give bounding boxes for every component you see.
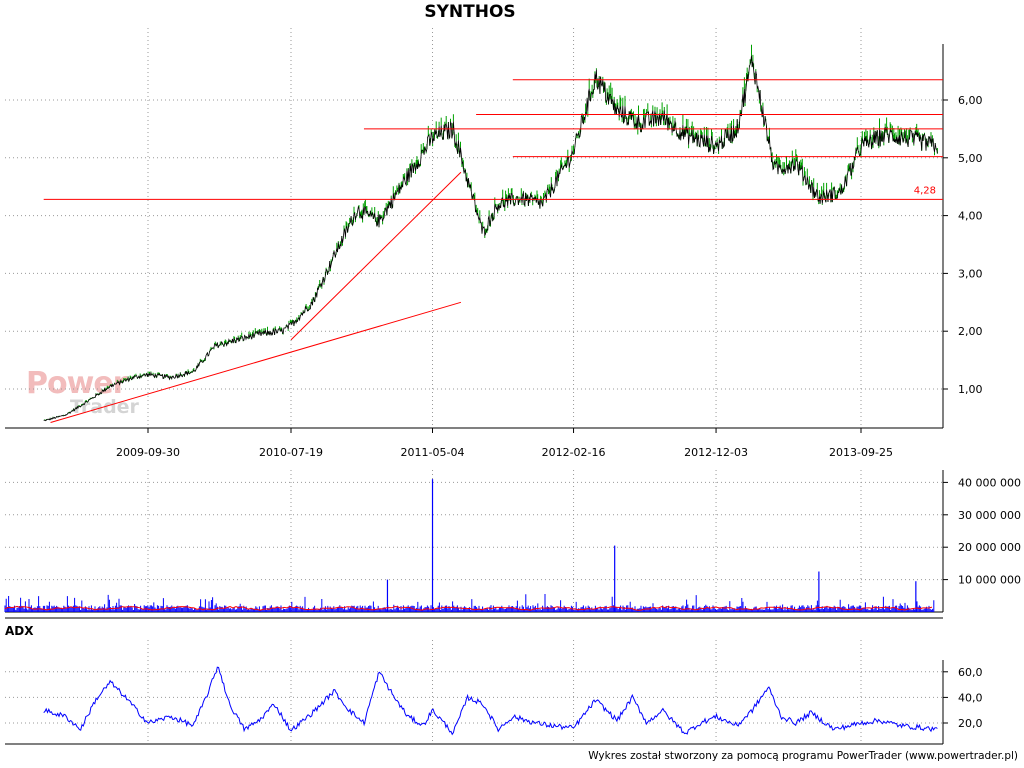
chart-title: SYNTHOS — [424, 2, 516, 22]
watermark-power: Power — [26, 366, 127, 401]
price-panel: 2009-09-30 2010-07-19 2011-05-04 2012-02-16… — [5, 28, 983, 459]
x-tick-label: 2010-07-19 — [259, 446, 323, 459]
y-tick-label: 3,00 — [958, 267, 983, 280]
x-tick-label: 2013-09-25 — [829, 446, 893, 459]
y-tick-label: 2,00 — [958, 325, 983, 338]
y-tick-label: 5,00 — [958, 152, 983, 165]
x-tick-label: 2009-09-30 — [116, 446, 180, 459]
volume-tick-label: 40 000 000 — [958, 476, 1021, 489]
volume-average-line — [4, 605, 933, 611]
trend-line — [290, 171, 462, 341]
adx-tick-label: 20,0 — [958, 717, 983, 730]
adx-tick-label: 40,0 — [958, 691, 983, 704]
adx-line — [43, 666, 938, 736]
adx-panel-label: ADX — [5, 624, 34, 638]
price-line — [43, 55, 938, 422]
volume-panel: 10 000 000 20 000 000 30 000 000 40 000 000 — [4, 470, 1021, 619]
volume-tick-label: 10 000 000 — [958, 574, 1021, 587]
footer-credit: Wykres został stworzony za pomocą progra… — [588, 750, 1018, 762]
adx-tick-label: 60,0 — [958, 666, 983, 679]
y-tick-label: 4,00 — [958, 210, 983, 223]
y-tick-label: 1,00 — [958, 383, 983, 396]
volume-tick-label: 30 000 000 — [958, 509, 1021, 522]
x-tick-label: 2012-02-16 — [542, 446, 606, 459]
x-tick-label: 2011-05-04 — [401, 446, 465, 459]
line-value-label: 4,28 — [914, 185, 936, 196]
adx-panel: 20,0 40,0 60,0 — [5, 640, 983, 745]
x-tick-label: 2012-12-03 — [684, 446, 748, 459]
trend-line — [50, 301, 462, 424]
price-candles — [43, 44, 938, 421]
y-tick-label: 6,00 — [958, 94, 983, 107]
volume-tick-label: 20 000 000 — [958, 541, 1021, 554]
